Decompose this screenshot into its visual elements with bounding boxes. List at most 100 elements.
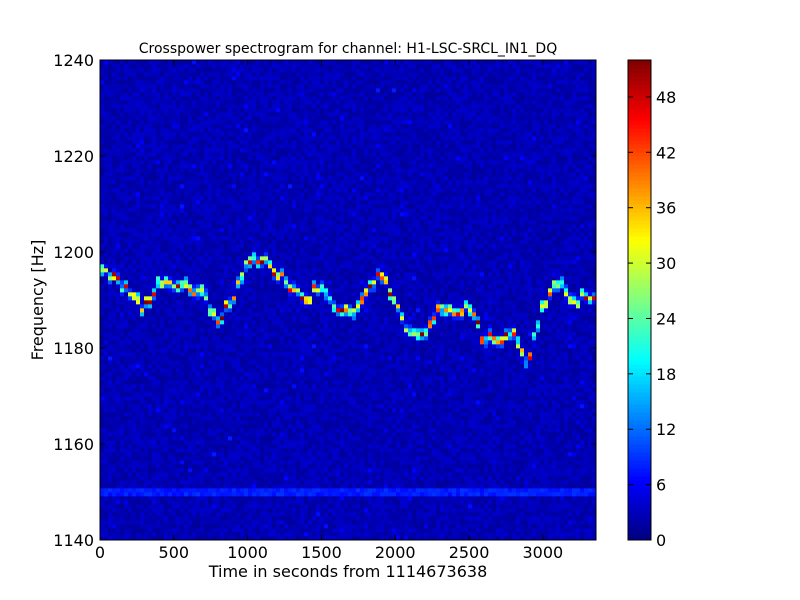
heatmap-cell bbox=[128, 332, 133, 337]
heatmap-cell bbox=[240, 332, 245, 337]
heatmap-cell bbox=[252, 244, 257, 249]
heatmap-cell bbox=[164, 340, 169, 345]
heatmap-cell bbox=[156, 248, 161, 253]
heatmap-cell bbox=[224, 168, 229, 173]
heatmap-cell bbox=[220, 496, 225, 501]
heatmap-cell bbox=[144, 256, 149, 261]
heatmap-cell bbox=[108, 532, 113, 537]
heatmap-cell bbox=[168, 156, 173, 161]
heatmap-cell bbox=[148, 224, 153, 229]
heatmap-cell bbox=[148, 200, 153, 205]
heatmap-cell bbox=[108, 336, 113, 341]
heatmap-cell bbox=[144, 124, 149, 129]
heatmap-cell bbox=[180, 60, 185, 65]
heatmap-cell bbox=[216, 324, 221, 329]
heatmap-cell bbox=[120, 212, 125, 217]
heatmap-cell bbox=[236, 316, 241, 321]
heatmap-cell bbox=[212, 348, 217, 353]
heatmap-cell bbox=[264, 280, 269, 285]
heatmap-cell bbox=[204, 504, 209, 509]
heatmap-cell bbox=[120, 252, 125, 257]
heatmap-cell bbox=[220, 536, 225, 541]
heatmap-cell bbox=[224, 344, 229, 349]
heatmap-cell bbox=[212, 468, 217, 473]
heatmap-cell bbox=[140, 128, 145, 133]
heatmap-cell bbox=[184, 260, 189, 265]
heatmap-cell bbox=[108, 460, 113, 465]
heatmap-cell bbox=[144, 396, 149, 401]
heatmap-cell bbox=[120, 68, 125, 73]
heatmap-cell bbox=[244, 504, 249, 509]
heatmap-cell bbox=[152, 160, 157, 165]
heatmap-cell bbox=[140, 392, 145, 397]
heatmap-cell bbox=[220, 508, 225, 513]
heatmap-cell bbox=[256, 536, 261, 541]
heatmap-cell bbox=[216, 448, 221, 453]
heatmap-cell bbox=[264, 268, 269, 273]
heatmap-cell bbox=[120, 456, 125, 461]
heatmap-cell bbox=[104, 484, 109, 489]
heatmap-cell bbox=[116, 372, 121, 377]
heatmap-cell bbox=[208, 352, 213, 357]
heatmap-cell bbox=[152, 156, 157, 161]
heatmap-cell bbox=[212, 500, 217, 505]
heatmap-cell bbox=[248, 252, 253, 257]
heatmap-cell bbox=[152, 420, 157, 425]
heatmap-cell bbox=[140, 116, 145, 121]
heatmap-cell bbox=[116, 124, 121, 129]
heatmap-cell bbox=[236, 472, 241, 477]
heatmap-cell bbox=[172, 340, 177, 345]
heatmap-cell bbox=[124, 352, 129, 357]
heatmap-cell bbox=[168, 428, 173, 433]
heatmap-cell bbox=[164, 476, 169, 481]
heatmap-cell bbox=[140, 436, 145, 441]
heatmap-cell bbox=[208, 152, 213, 157]
heatmap-cell bbox=[160, 232, 165, 237]
heatmap-cell bbox=[164, 484, 169, 489]
heatmap-cell bbox=[244, 224, 249, 229]
heatmap-cell bbox=[100, 180, 105, 185]
heatmap-cell bbox=[216, 116, 221, 121]
heatmap-cell bbox=[228, 516, 233, 521]
heatmap-cell bbox=[104, 416, 109, 421]
heatmap-cell bbox=[228, 192, 233, 197]
heatmap-cell bbox=[168, 100, 173, 105]
heatmap-cell bbox=[184, 452, 189, 457]
heatmap-cell bbox=[224, 104, 229, 109]
heatmap-cell bbox=[204, 352, 209, 357]
heatmap-cell bbox=[164, 164, 169, 169]
heatmap-cell bbox=[256, 252, 261, 257]
heatmap-cell bbox=[200, 132, 205, 137]
heatmap-cell bbox=[112, 468, 117, 473]
heatmap-cell bbox=[248, 64, 253, 69]
heatmap-cell bbox=[156, 356, 161, 361]
heatmap-cell bbox=[256, 72, 261, 77]
heatmap-cell bbox=[132, 224, 137, 229]
heatmap-cell bbox=[244, 192, 249, 197]
heatmap-cell bbox=[144, 120, 149, 125]
heatmap-cell bbox=[252, 64, 257, 69]
heatmap-cell bbox=[208, 196, 213, 201]
heatmap-cell bbox=[240, 444, 245, 449]
heatmap-cell bbox=[236, 148, 241, 153]
heatmap-cell bbox=[196, 396, 201, 401]
heatmap-cell bbox=[204, 532, 209, 537]
heatmap-cell bbox=[248, 536, 253, 541]
heatmap-cell bbox=[236, 188, 241, 193]
heatmap-cell bbox=[172, 456, 177, 461]
heatmap-cell bbox=[128, 424, 133, 429]
heatmap-cell bbox=[108, 520, 113, 525]
heatmap-cell bbox=[244, 184, 249, 189]
heatmap-cell bbox=[192, 168, 197, 173]
heatmap-cell bbox=[256, 200, 261, 205]
heatmap-cell bbox=[256, 156, 261, 161]
heatmap-cell bbox=[112, 72, 117, 77]
heatmap-cell bbox=[180, 288, 185, 293]
heatmap-cell bbox=[116, 336, 121, 341]
heatmap-cell bbox=[128, 436, 133, 441]
heatmap-cell bbox=[192, 124, 197, 129]
heatmap-cell bbox=[228, 528, 233, 533]
heatmap-cell bbox=[240, 172, 245, 177]
heatmap-cell bbox=[156, 220, 161, 225]
heatmap-cell bbox=[228, 508, 233, 513]
